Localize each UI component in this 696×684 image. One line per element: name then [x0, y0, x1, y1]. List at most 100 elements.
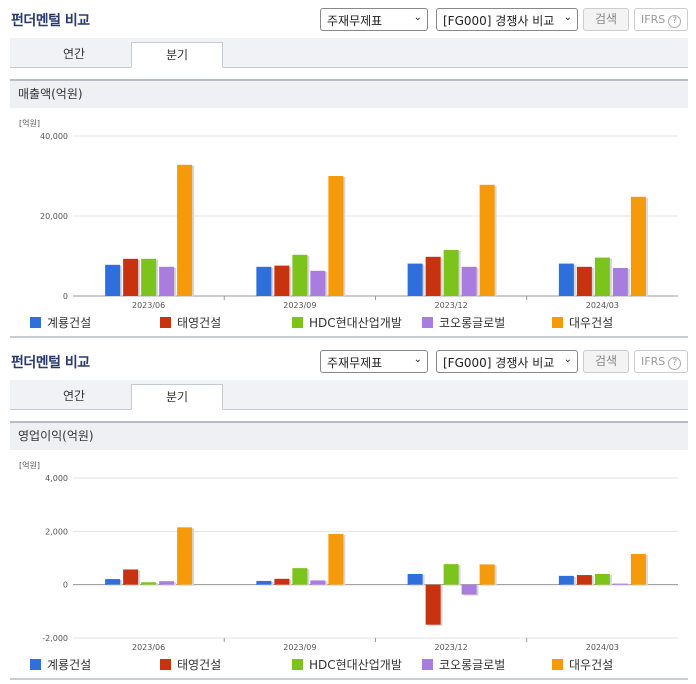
tab-annual[interactable]: 연간: [62, 389, 86, 403]
bar: [461, 266, 477, 296]
bar: [105, 579, 121, 585]
legend-item[interactable]: 태영건설: [160, 656, 221, 673]
legend-item[interactable]: 코오롱글로벌: [422, 656, 505, 673]
chevron-down-icon: ⌄: [563, 354, 572, 365]
fundamental-panel-revenue: 펀더멘털 비교 주재무제표 ⌄ [FG000] 경쟁사 비교 ⌄ 검색 IFRS? 연간 분기 매…: [10, 8, 690, 338]
period-tabs: 연간 분기: [10, 38, 688, 68]
bar: [256, 266, 272, 296]
divider: [10, 336, 688, 338]
peer-group-select[interactable]: [FG000] 경쟁사 비교 ⌄: [436, 350, 578, 373]
bar: [177, 527, 193, 585]
bar: [177, 164, 193, 296]
bar: [328, 176, 344, 296]
y-tick-label: 2,000: [45, 527, 68, 536]
x-tick-label: 2023/09: [283, 643, 316, 652]
bar-chart: [억원] -2,000 0 2,000 4,000 2023/06 2023/09 2023/…: [19, 460, 678, 652]
statement-select[interactable]: 주재무제표 ⌄: [320, 8, 428, 31]
legend-swatch: [292, 659, 303, 670]
chevron-down-icon: ⌄: [413, 12, 422, 23]
legend-label: HDC현대산업개발: [309, 316, 402, 330]
x-tick-label: 2023/09: [283, 301, 316, 310]
x-tick-label: 2024/03: [586, 301, 619, 310]
statement-select[interactable]: 주재무제표 ⌄: [320, 350, 428, 373]
legend-label: 코오롱글로벌: [439, 316, 506, 330]
legend-swatch: [160, 659, 171, 670]
x-tick-label: 2023/06: [132, 643, 165, 652]
y-tick-label: 20,000: [40, 212, 68, 221]
bar: [443, 564, 459, 585]
bar: [141, 258, 157, 296]
legend-swatch: [552, 659, 563, 670]
section-title: 펀더멘털 비교: [11, 355, 90, 371]
legend-label: 코오롱글로벌: [439, 658, 506, 672]
bar: [256, 580, 272, 585]
bar: [105, 264, 121, 296]
metric-header: 매출액(억원): [10, 79, 688, 108]
bar: [274, 578, 290, 585]
bar: [407, 263, 423, 296]
legend-item[interactable]: HDC현대산업개발: [292, 656, 402, 673]
legend-label: 계룡건설: [47, 658, 92, 672]
bar: [159, 266, 175, 296]
search-button[interactable]: 검색: [583, 8, 629, 31]
x-tick-label: 2024/03: [586, 643, 619, 652]
search-button[interactable]: 검색: [583, 350, 629, 373]
x-tick-label: 2023/06: [132, 301, 165, 310]
legend-swatch: [292, 317, 303, 328]
legend-item[interactable]: 대우건설: [552, 314, 613, 331]
statement-select-value: 주재무제표: [327, 14, 383, 28]
tab-quarterly[interactable]: 분기: [131, 384, 223, 410]
bar: [407, 574, 423, 585]
bar: [292, 254, 308, 296]
legend-swatch: [422, 317, 433, 328]
fundamental-panel-operating-profit: 펀더멘털 비교 주재무제표 ⌄ [FG000] 경쟁사 비교 ⌄ 검색 IFRS? 연간 분기 영…: [0, 342, 696, 684]
bar: [328, 534, 344, 585]
bar: [310, 580, 326, 585]
help-icon: ?: [668, 15, 682, 28]
legend-swatch: [552, 317, 563, 328]
metric-header: 영업이익(억원): [10, 421, 688, 450]
legend-item[interactable]: HDC현대산업개발: [292, 314, 402, 331]
peer-group-select-value: [FG000] 경쟁사 비교: [443, 356, 555, 370]
bar: [630, 196, 646, 296]
tab-annual[interactable]: 연간: [62, 47, 86, 61]
bar: [612, 268, 628, 296]
bar: [576, 575, 592, 585]
legend-swatch: [30, 317, 41, 328]
ifrs-button[interactable]: IFRS?: [634, 350, 688, 373]
bar: [123, 258, 139, 296]
bar: [594, 574, 610, 585]
help-icon: ?: [668, 357, 682, 370]
legend-item[interactable]: 태영건설: [160, 314, 221, 331]
unit-label: [억원]: [19, 118, 40, 128]
ifrs-label: IFRS: [641, 355, 666, 368]
bar: [123, 569, 139, 585]
legend-label: 계룡건설: [47, 316, 92, 330]
legend-label: HDC현대산업개발: [309, 658, 402, 672]
legend-label: 태영건설: [177, 658, 222, 672]
legend-item[interactable]: 코오롱글로벌: [422, 314, 505, 331]
x-tick-label: 2023/12: [435, 301, 468, 310]
legend-item[interactable]: 계룡건설: [30, 314, 91, 331]
bar: [594, 257, 610, 296]
chart-legend: 계룡건설 태영건설 HDC현대산업개발 코오롱글로벌 대우건설: [30, 656, 690, 673]
bar: [630, 554, 646, 585]
legend-item[interactable]: 대우건설: [552, 656, 613, 673]
section-title: 펀더멘털 비교: [11, 13, 90, 29]
y-tick-label: 0: [63, 581, 68, 590]
bar: [461, 584, 477, 595]
bar: [159, 581, 175, 585]
period-tabs: 연간 분기: [10, 380, 688, 410]
chart-legend: 계룡건설 태영건설 HDC현대산업개발 코오롱글로벌 대우건설: [30, 314, 690, 331]
y-tick-label: 40,000: [40, 132, 68, 141]
tab-quarterly[interactable]: 분기: [131, 42, 223, 68]
bar-shadow: [614, 584, 630, 586]
chevron-down-icon: ⌄: [563, 12, 572, 23]
divider: [10, 678, 688, 680]
bar: [141, 582, 157, 585]
legend-item[interactable]: 계룡건설: [30, 656, 91, 673]
bar: [310, 270, 326, 296]
ifrs-button[interactable]: IFRS?: [634, 8, 688, 31]
ifrs-label: IFRS: [641, 13, 666, 26]
peer-group-select[interactable]: [FG000] 경쟁사 비교 ⌄: [436, 8, 578, 31]
